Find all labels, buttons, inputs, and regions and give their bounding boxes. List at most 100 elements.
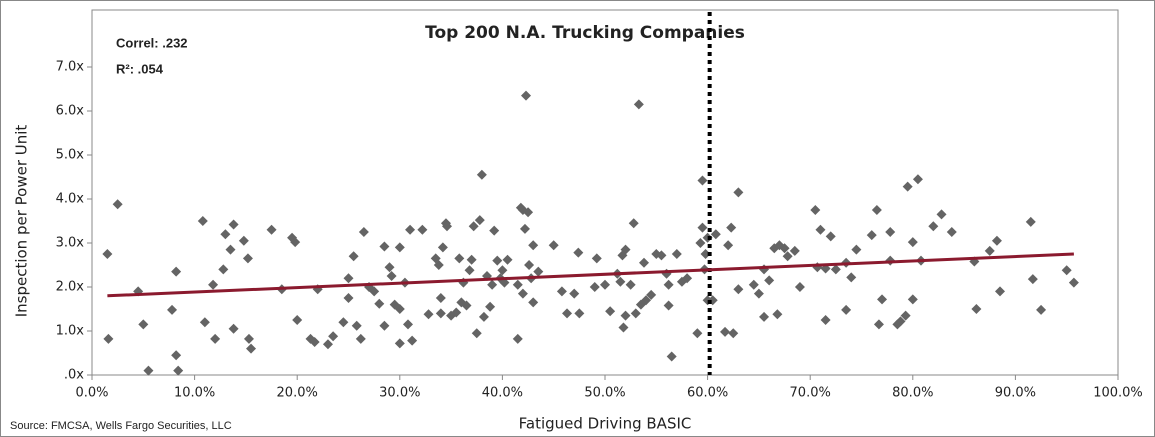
point — [991, 235, 1002, 246]
x-tick-label: 60.0% — [687, 386, 728, 401]
point — [220, 229, 231, 240]
point — [656, 250, 667, 261]
point — [487, 279, 498, 290]
point — [723, 240, 734, 251]
point — [671, 249, 682, 259]
point — [517, 288, 528, 299]
point — [471, 328, 482, 339]
point — [451, 307, 462, 318]
point — [266, 224, 277, 235]
point — [556, 286, 567, 297]
point — [167, 304, 178, 315]
point — [138, 319, 149, 330]
point — [589, 282, 600, 292]
y-tick-label: 3.0x — [56, 236, 85, 251]
point — [695, 238, 706, 248]
point — [343, 273, 354, 284]
x-tick-label: 70.0% — [790, 386, 831, 401]
y-axis-label: Inspection per Power Unit — [13, 125, 31, 318]
point — [726, 222, 737, 233]
point — [468, 221, 479, 232]
point — [936, 209, 947, 220]
point — [928, 221, 939, 232]
point — [338, 317, 349, 328]
x-tick-label: 90.0% — [995, 386, 1036, 401]
point — [528, 297, 539, 308]
point — [789, 245, 800, 256]
point — [394, 242, 405, 253]
point — [618, 322, 629, 333]
point — [591, 253, 602, 264]
point — [1061, 265, 1072, 276]
point — [423, 309, 434, 320]
point — [641, 295, 652, 306]
point — [628, 218, 639, 229]
point — [759, 311, 770, 322]
point — [871, 205, 882, 215]
point — [782, 251, 793, 262]
x-axis-label: Fatigued Driving BASIC — [519, 415, 692, 433]
y-tick-label: .0x — [64, 368, 84, 383]
point — [615, 276, 626, 287]
x-tick-label: 40.0% — [482, 386, 523, 401]
point — [528, 240, 539, 251]
point — [384, 262, 395, 273]
point — [290, 237, 301, 248]
point — [873, 319, 884, 330]
point — [497, 265, 508, 276]
point — [171, 266, 182, 277]
point — [466, 254, 477, 265]
y-tick-label: 1.0x — [56, 324, 85, 339]
y-tick-label: 7.0x — [56, 60, 85, 75]
point — [533, 266, 544, 277]
point — [702, 232, 713, 243]
x-tick-label: 10.0% — [174, 386, 215, 401]
x-tick-label: 80.0% — [892, 386, 933, 401]
point — [369, 286, 380, 297]
point — [112, 199, 123, 210]
point — [478, 311, 489, 322]
point — [454, 253, 465, 264]
point — [646, 289, 657, 300]
point — [199, 317, 210, 328]
point — [225, 244, 236, 255]
point — [328, 331, 339, 342]
trendline — [107, 252, 1074, 298]
point — [435, 308, 446, 319]
point — [733, 284, 744, 295]
y-tick-label: 2.0x — [56, 280, 85, 295]
point — [573, 247, 584, 258]
point — [492, 255, 503, 266]
point — [697, 175, 708, 186]
point — [374, 298, 385, 309]
point — [394, 304, 405, 314]
point — [907, 237, 918, 248]
point — [562, 308, 573, 319]
point — [1025, 216, 1036, 227]
point — [907, 294, 918, 305]
point — [474, 215, 485, 226]
point — [461, 300, 472, 311]
x-tick-label: 30.0% — [379, 386, 420, 401]
point — [435, 293, 446, 303]
point — [512, 333, 523, 344]
point — [173, 365, 184, 376]
point — [984, 245, 995, 256]
point — [666, 351, 677, 362]
point — [728, 328, 739, 339]
point — [830, 264, 841, 275]
point — [103, 333, 114, 344]
x-tick-label: 0.0% — [75, 386, 108, 401]
point — [663, 279, 674, 290]
point — [630, 308, 641, 319]
point — [895, 316, 906, 327]
point — [720, 326, 731, 337]
y-tick-label: 6.0x — [56, 104, 85, 119]
point — [772, 309, 783, 320]
y-tick-label: 5.0x — [56, 148, 85, 163]
point — [238, 235, 249, 246]
point — [638, 257, 649, 268]
x-tick-label: 100.0% — [1093, 386, 1143, 401]
point — [1027, 274, 1038, 285]
